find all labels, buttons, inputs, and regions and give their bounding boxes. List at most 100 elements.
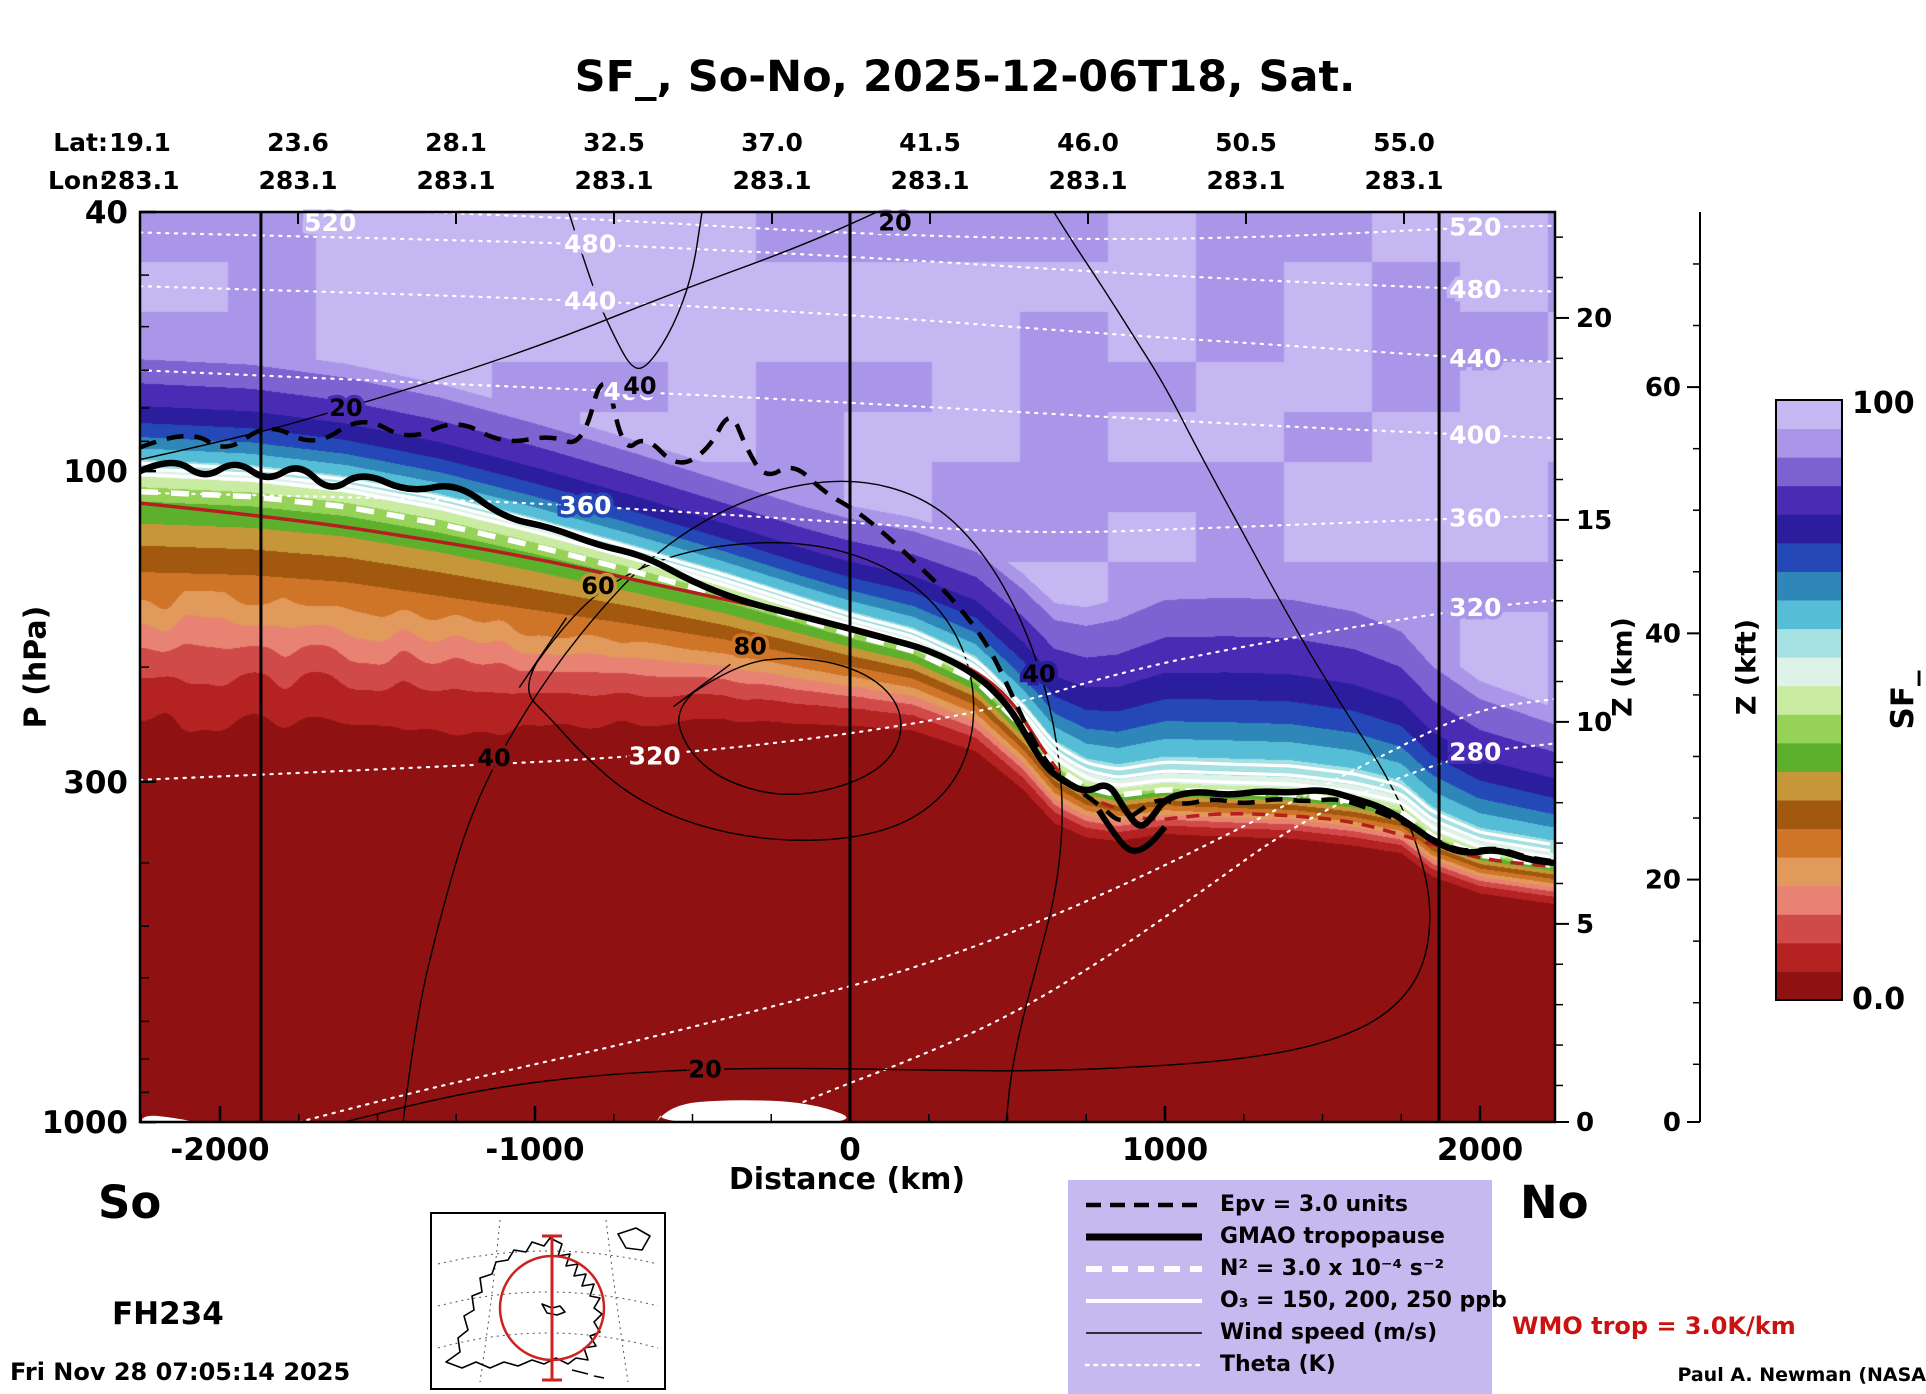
y-axis-title: P (hPa): [18, 605, 54, 729]
legend-entry-label: N² = 3.0 x 10⁻⁴ s⁻²: [1220, 1256, 1445, 1281]
lon-tick-row: 283.1 283.1 283.1 283.1 283.1 283.1 283.1 283.1…: [0, 166, 1926, 196]
colorbar-cell: [1776, 856, 1842, 887]
lat-axis-prefix: Lat:: [53, 128, 108, 157]
colorbar-cell: [1776, 713, 1842, 744]
legend-entry-label: Theta (K): [1220, 1352, 1336, 1377]
lat-value: 19.1: [109, 128, 171, 157]
contour-label: 520: [1449, 213, 1501, 242]
colorbar-cell: [1776, 656, 1842, 687]
legend-line-sample-wind: [1086, 1332, 1202, 1334]
colorbar-cell: [1776, 742, 1842, 772]
legend-entry-o3: O₃ = 150, 200, 250 ppb: [1068, 1286, 1507, 1316]
colorbar-cell: [1776, 485, 1842, 515]
north-end-label: No: [1520, 1176, 1589, 1229]
colorbar-cell: [1776, 599, 1842, 630]
colorbar-cell: [1776, 428, 1842, 458]
lat-value: 28.1: [425, 128, 487, 157]
axis-tick-label: -1000: [485, 1132, 584, 1168]
legend-entry-gmao: GMAO tropopause: [1068, 1222, 1492, 1252]
vertical-reference-lines: [259, 212, 1441, 1122]
lon-value: 283.1: [1206, 166, 1286, 195]
legend-line-sample-epv: [1086, 1202, 1202, 1208]
forecast-hour-label: FH234: [112, 1296, 224, 1332]
ozone-contour-lines: [140, 461, 1551, 859]
axis-tick-label: 10: [1576, 708, 1612, 738]
lon-value: 283.1: [258, 166, 338, 195]
contour-label: 20: [329, 394, 362, 422]
contour-label: 320: [629, 742, 681, 771]
map-transect: [498, 1234, 606, 1382]
colorbar-cell: [1776, 685, 1842, 715]
contour-label: 20: [688, 1056, 721, 1084]
colorbar-title: SF_: [1885, 670, 1921, 730]
plot-border: [138, 210, 1557, 1124]
legend-line-sample-o3: [1086, 1299, 1202, 1303]
contour-label: 360: [559, 491, 611, 520]
axis-tick-label: 40: [1645, 619, 1681, 649]
contour-label: 40: [623, 372, 656, 400]
legend-entry-theta: Theta (K): [1068, 1350, 1492, 1380]
z-kft-axis-title: Z (kft): [1731, 618, 1763, 716]
colorbar-min-label: 0.0: [1852, 982, 1906, 1017]
contour-label: 360: [1449, 503, 1501, 532]
axis-tick-label: 0: [1576, 1108, 1594, 1138]
lat-value: 50.5: [1215, 128, 1277, 157]
colorbar: [1775, 399, 1843, 1001]
axis-tick-label: 2000: [1437, 1132, 1523, 1168]
axis-tick-label: 1000: [1122, 1132, 1208, 1168]
epv-contour-line: [140, 382, 1555, 864]
map-inset: [430, 1212, 666, 1390]
credit-label: Paul A. Newman (NASA: [1677, 1364, 1926, 1386]
contour-label: 480: [564, 230, 616, 259]
axis-tick-label: 300: [63, 765, 128, 801]
lon-value: 283.1: [100, 166, 180, 195]
axis-tick-label: 100: [63, 454, 128, 490]
colorbar-cell: [1776, 799, 1842, 830]
colorbar-cell: [1776, 885, 1842, 915]
legend-entry-epv: Epv = 3.0 units: [1068, 1190, 1492, 1220]
colorbar-cell: [1776, 628, 1842, 658]
lon-value: 283.1: [732, 166, 812, 195]
contour-label: 280: [1449, 737, 1501, 766]
wind-speed-contour-lines: [140, 212, 1431, 1122]
map-graticule: [437, 1219, 659, 1383]
chart-title: SF_, So-No, 2025-12-06T18, Sat.: [574, 52, 1356, 102]
wmo-tropopause-line: [140, 501, 1555, 869]
colorbar-cell: [1776, 399, 1842, 430]
z-km-axis-title: Z (km): [1607, 617, 1639, 717]
colorbar-cell: [1776, 828, 1842, 858]
axis-tick-label: 0: [839, 1132, 861, 1168]
contour-label: 80: [733, 633, 766, 661]
lat-value: 37.0: [741, 128, 803, 157]
legend-entry-label: O₃ = 150, 200, 250 ppb: [1220, 1288, 1507, 1313]
lat-value: 55.0: [1373, 128, 1435, 157]
lon-value: 283.1: [574, 166, 654, 195]
lat-value: 46.0: [1057, 128, 1119, 157]
axis-tick-label: 5: [1576, 910, 1594, 940]
axis-tick-label: 20: [1645, 866, 1681, 896]
legend-line-sample-gmao: [1086, 1233, 1202, 1241]
colorbar-cell: [1776, 913, 1842, 944]
colorbar-cell: [1776, 942, 1842, 972]
colorbar-max-label: 100: [1852, 386, 1915, 421]
legend-entry-label: Wind speed (m/s): [1220, 1320, 1438, 1345]
lat-tick-row: 19.1 23.6 28.1 32.5 37.0 41.5 46.0 50.5 55.0: [0, 128, 1926, 158]
theta-contour-lines: [140, 212, 1555, 1122]
lat-value: 32.5: [583, 128, 645, 157]
lon-value: 283.1: [890, 166, 970, 195]
lat-value: 23.6: [267, 128, 329, 157]
colorbar-cell: [1776, 970, 1842, 1001]
legend-entry-label: Epv = 3.0 units: [1220, 1192, 1408, 1217]
south-end-label: So: [98, 1176, 162, 1229]
contour-label: 440: [564, 287, 616, 316]
contour-label: 320: [1449, 593, 1501, 622]
legend-entry-wind: Wind speed (m/s): [1068, 1318, 1492, 1348]
colorbar-cell: [1776, 456, 1842, 487]
axis-tick-label: -2000: [170, 1132, 269, 1168]
axis-tick-label: 60: [1645, 373, 1681, 403]
legend-box: Epv = 3.0 units GMAO tropopause N² = 3.0 x…: [1068, 1180, 1507, 1394]
axis-tick-label: 20: [1576, 304, 1612, 334]
lon-value: 283.1: [1048, 166, 1128, 195]
contour-label: 400: [1449, 420, 1501, 449]
